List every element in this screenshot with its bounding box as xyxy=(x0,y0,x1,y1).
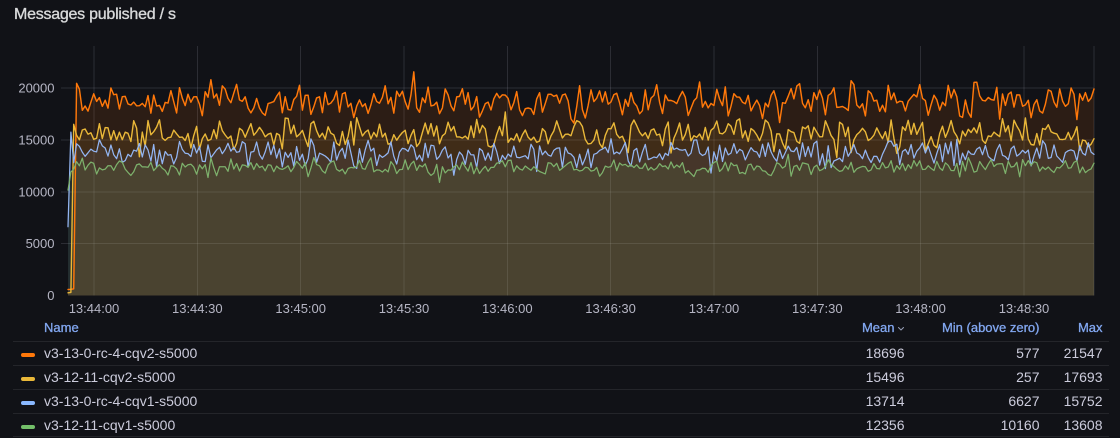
svg-text:13:45:00: 13:45:00 xyxy=(275,301,326,316)
svg-text:13:48:00: 13:48:00 xyxy=(895,301,946,316)
svg-text:13:44:30: 13:44:30 xyxy=(172,301,223,316)
svg-text:13:45:30: 13:45:30 xyxy=(379,301,430,316)
svg-text:20000: 20000 xyxy=(18,81,54,96)
svg-text:13:47:00: 13:47:00 xyxy=(689,301,740,316)
svg-text:0: 0 xyxy=(47,288,54,303)
svg-text:13:46:00: 13:46:00 xyxy=(482,301,533,316)
svg-text:15000: 15000 xyxy=(18,132,54,147)
svg-text:13:44:00: 13:44:00 xyxy=(69,301,120,316)
svg-text:10000: 10000 xyxy=(18,184,54,199)
svg-text:13:47:30: 13:47:30 xyxy=(792,301,843,316)
svg-text:13:46:30: 13:46:30 xyxy=(585,301,636,316)
svg-text:5000: 5000 xyxy=(26,236,55,251)
svg-text:13:48:30: 13:48:30 xyxy=(999,301,1050,316)
